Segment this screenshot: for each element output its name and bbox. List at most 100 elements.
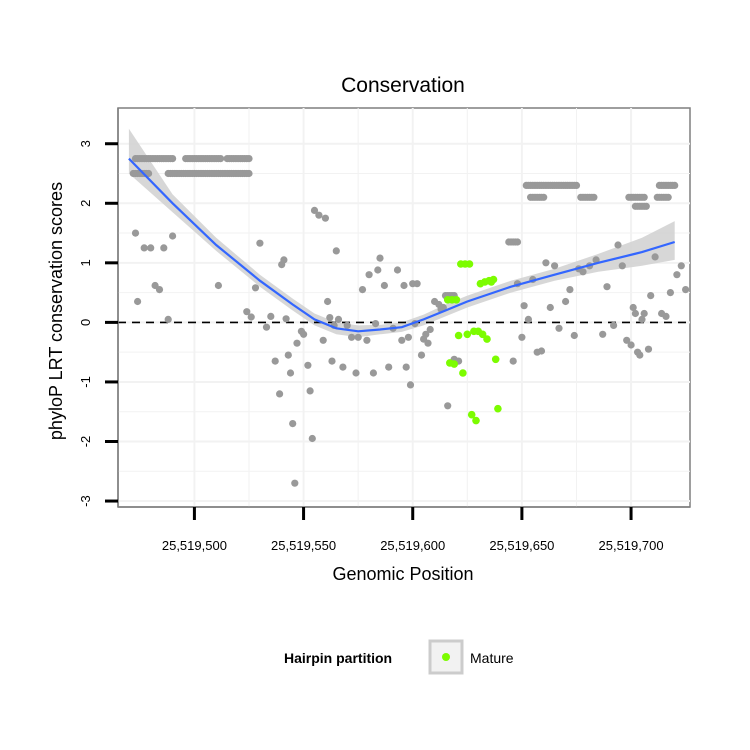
data-point [677,262,685,270]
data-point [640,193,648,201]
mature-data-point [452,296,461,304]
data-point [426,325,434,334]
points-mature [443,260,502,425]
data-point [599,330,607,338]
data-point [638,315,646,323]
data-point [614,241,622,249]
data-point [524,315,533,323]
mature-data-point [472,416,480,425]
y-tick-label: -2 [78,436,93,448]
data-point [555,324,563,332]
data-point [647,292,655,300]
data-point [160,244,168,252]
data-point [291,479,299,487]
data-point [627,341,635,349]
data-point [682,286,690,294]
data-point [276,390,284,398]
data-point [439,303,447,312]
data-point [444,402,452,410]
data-point [623,336,631,344]
data-point [546,303,554,312]
data-point [570,331,578,340]
y-tick-label: 1 [78,259,93,266]
data-point [147,244,155,252]
data-point [662,312,670,320]
grid-lines [118,108,690,507]
data-point [352,369,360,377]
data-point [618,262,626,270]
mature-data-point [491,355,500,364]
data-point [590,193,598,201]
data-point [551,262,559,270]
data-point [520,302,528,310]
data-point [636,351,644,359]
data-point [304,361,312,369]
data-point [579,268,587,276]
data-point [562,297,570,306]
data-point [393,266,402,274]
data-point [422,330,430,338]
data-point [424,339,432,347]
points-other [129,155,690,487]
data-point [642,202,650,210]
data-point [169,155,177,163]
x-tick-label: 25,519,650 [489,538,554,553]
chart-title: Conservation [341,74,465,97]
data-point [300,330,308,338]
data-point [348,333,356,341]
mature-data-point [483,335,491,343]
data-point [315,211,323,219]
data-point [402,363,410,371]
data-point [358,286,367,294]
data-point [339,363,347,371]
data-point [406,381,415,389]
data-point [365,271,373,279]
data-point [413,280,421,288]
data-point [374,266,382,274]
data-point [385,363,393,371]
data-point [372,320,380,328]
data-point [629,303,637,312]
data-point [280,256,288,264]
data-point [326,314,334,322]
data-point [243,308,251,316]
data-point [247,313,255,321]
data-point [271,357,279,365]
data-point [267,312,275,320]
data-point [164,315,172,323]
x-tick-label: 25,519,500 [162,538,227,553]
mature-data-point [450,360,459,368]
data-point [256,239,264,247]
data-point [289,420,297,428]
plot-panel [117,107,691,508]
data-point [518,333,526,341]
y-tick-label: -1 [78,376,93,388]
legend: Hairpin partition Mature [284,639,514,675]
mature-data-point [489,275,498,284]
data-point [513,238,522,246]
y-tick-label: 3 [78,140,93,147]
data-point [217,155,225,163]
x-tick-label: 25,519,550 [271,538,336,553]
mature-data-point [459,369,467,377]
data-point [671,181,679,189]
data-point [155,286,164,294]
data-point [284,351,292,359]
data-point [400,281,408,290]
data-point [603,283,611,291]
data-point [537,347,546,355]
data-point [673,271,681,279]
mature-data-point [454,331,463,340]
data-point [354,333,362,341]
mature-data-point [478,330,487,339]
y-tick-label: 2 [78,200,93,207]
y-tick-label: -3 [78,495,93,507]
data-point [664,193,672,201]
mature-data-point [463,330,472,339]
mature-data-point [467,410,476,419]
legend-key-dot [442,653,450,661]
data-point [398,336,406,344]
legend-key [428,639,464,675]
